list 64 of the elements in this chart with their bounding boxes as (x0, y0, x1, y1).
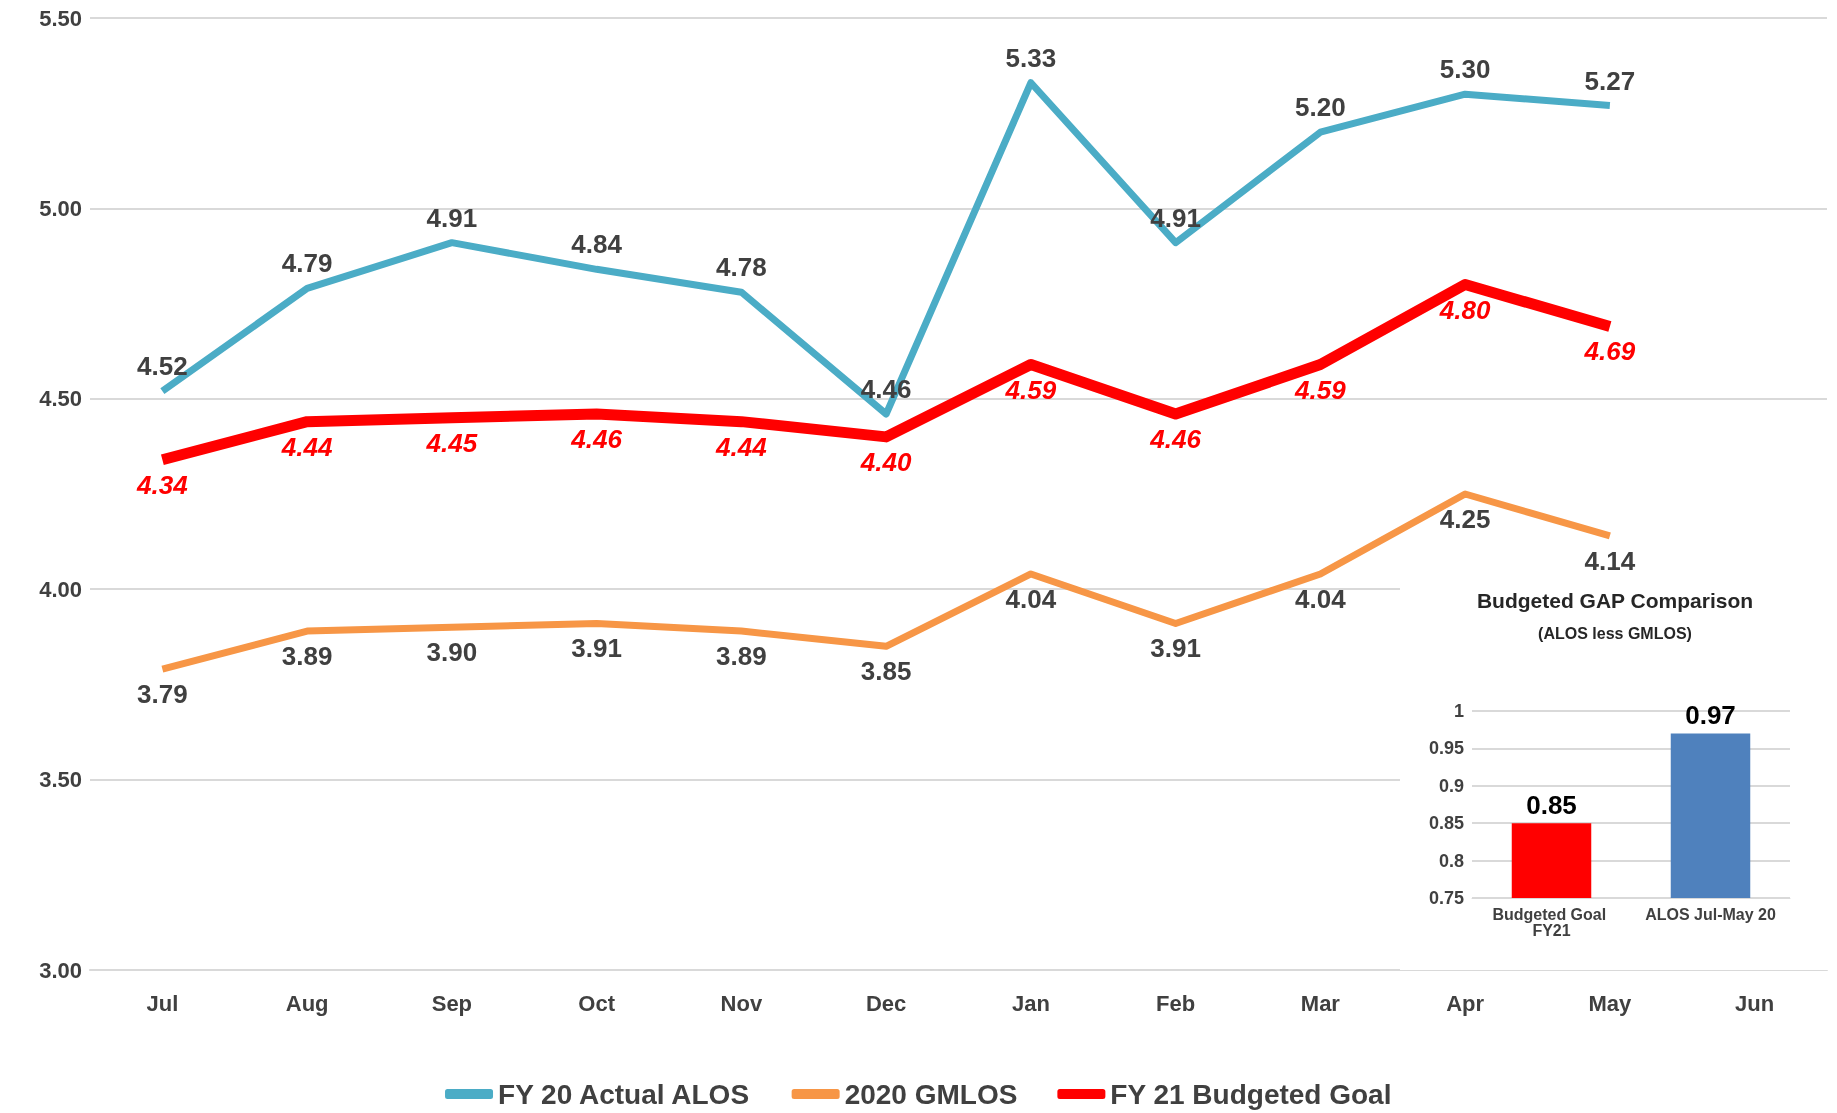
x-tick-label: Budgeted Goal FY21 (1492, 905, 1611, 939)
data-label: 4.52 (137, 351, 188, 382)
data-label: 5.33 (1005, 42, 1057, 73)
y-tick-label: 0.75 (1428, 888, 1464, 908)
data-label: 4.44 (280, 431, 333, 462)
x-tick-label: Apr (1446, 990, 1485, 1016)
x-tick-label: Nov (720, 990, 763, 1016)
data-label: 4.59 (1294, 374, 1347, 405)
y-tick-label: 0.9 (1438, 775, 1464, 796)
x-tick-label: Jul (146, 990, 179, 1016)
data-label: 0.85 (1526, 790, 1577, 821)
legend-label: FY 21 Budgeted Goal (1110, 1078, 1392, 1110)
data-label: 5.30 (1439, 54, 1491, 85)
data-label: 4.04 (1005, 583, 1057, 614)
y-tick-label: 5.50 (39, 5, 82, 31)
data-label: 4.40 (859, 446, 912, 477)
data-label: 3.90 (426, 637, 478, 668)
data-label: 5.20 (1295, 92, 1346, 123)
data-label: 4.91 (426, 202, 478, 233)
data-label: 3.85 (860, 656, 912, 687)
chart-title: Budgeted GAP Comparison (1476, 589, 1754, 612)
x-tick-label: Mar (1300, 990, 1341, 1016)
data-label: 4.46 (1149, 424, 1202, 455)
legend-label: FY 20 Actual ALOS (498, 1078, 750, 1110)
y-tick-label: 3.50 (39, 767, 82, 793)
data-label: 4.45 (425, 427, 478, 458)
x-tick-label: Sep (431, 990, 473, 1016)
data-label: 3.91 (571, 633, 622, 664)
data-label: 4.14 (1584, 545, 1636, 576)
y-tick-label: 3.00 (39, 957, 82, 983)
data-label: 4.34 (136, 469, 189, 500)
x-tick-label: ALOS Jul-May 20 (1645, 905, 1776, 923)
data-label: 4.69 (1583, 336, 1636, 367)
x-tick-label: Jun (1735, 990, 1775, 1016)
chart-subtitle: (ALOS less GMLOS) (1538, 624, 1692, 642)
data-label: 4.78 (716, 252, 767, 283)
data-label: 3.89 (281, 641, 333, 672)
data-label: 3.89 (716, 641, 767, 672)
x-tick-label: May (1588, 990, 1633, 1016)
data-label: 0.97 (1685, 700, 1736, 731)
y-tick-label: 4.00 (39, 576, 82, 602)
y-tick-label: 0.95 (1428, 738, 1464, 759)
data-label: 5.27 (1584, 65, 1636, 96)
y-tick-label: 0.8 (1438, 850, 1464, 871)
data-label: 3.91 (1150, 633, 1201, 664)
x-tick-label: Jan (1011, 990, 1050, 1016)
x-tick-label: Dec (865, 990, 907, 1016)
data-label: 4.84 (571, 229, 623, 260)
data-label: 4.04 (1295, 583, 1347, 614)
data-label: 4.59 (1004, 374, 1057, 405)
data-label: 4.46 (570, 424, 623, 455)
y-tick-label: 4.50 (39, 386, 82, 412)
data-label: 4.25 (1439, 504, 1491, 534)
x-tick-label: Oct (578, 990, 616, 1016)
x-tick-label: Feb (1156, 990, 1196, 1016)
y-tick-label: 5.00 (39, 195, 82, 221)
y-tick-label: 1 (1453, 701, 1464, 721)
data-label: 4.44 (715, 431, 768, 462)
data-label: 4.80 (1438, 294, 1491, 325)
y-tick-label: 0.85 (1428, 813, 1464, 834)
x-tick-label: Aug (285, 990, 329, 1016)
data-label: 3.79 (137, 679, 188, 710)
data-label: 4.79 (281, 248, 333, 279)
legend-label: 2020 GMLOS (844, 1078, 1018, 1110)
